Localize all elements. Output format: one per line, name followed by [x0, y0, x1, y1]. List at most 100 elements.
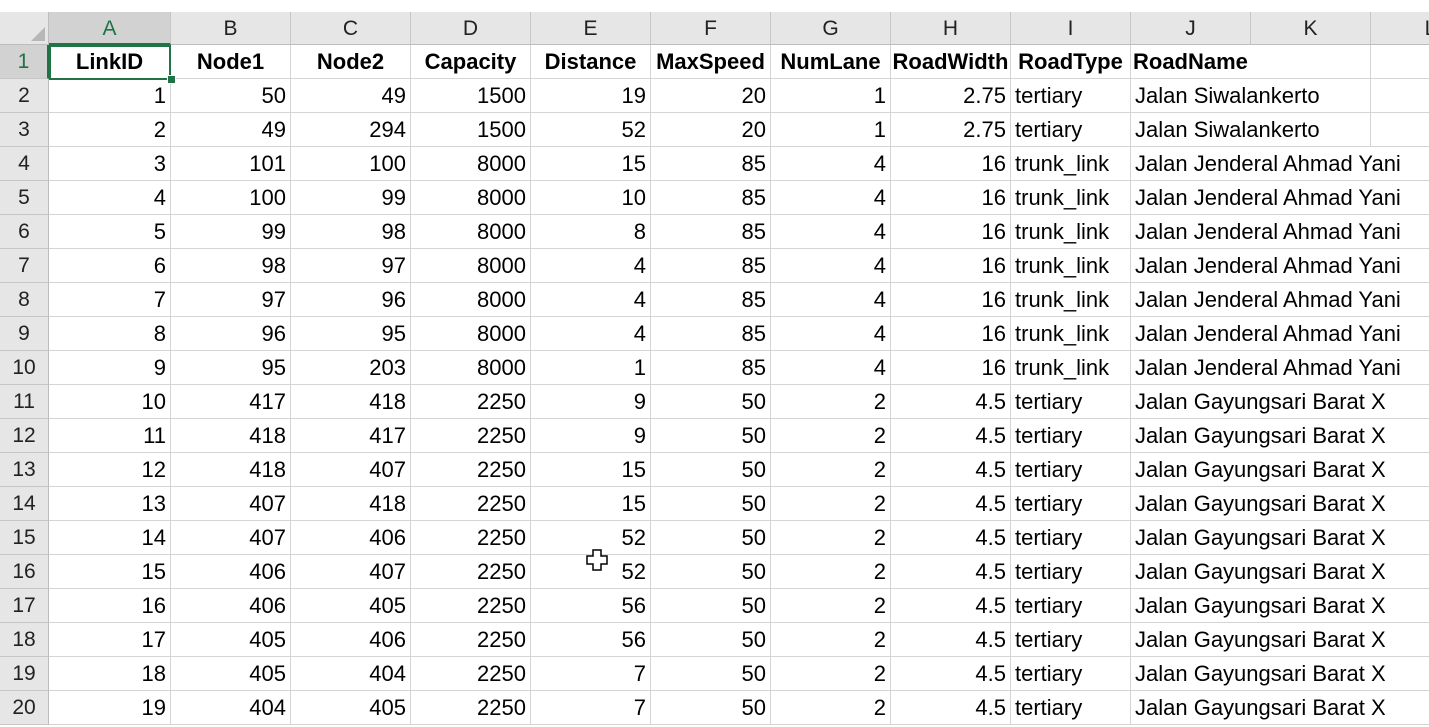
data-cell[interactable]: 5 — [49, 215, 171, 249]
data-cell[interactable]: 85 — [651, 283, 771, 317]
empty-cell[interactable] — [1251, 351, 1371, 385]
data-cell[interactable]: 418 — [171, 453, 291, 487]
data-cell[interactable]: 1 — [49, 79, 171, 113]
data-cell[interactable]: 405 — [291, 589, 411, 623]
data-cell[interactable]: 13 — [49, 487, 171, 521]
row-header-11[interactable]: 11 — [0, 385, 49, 419]
data-cell[interactable]: 2 — [771, 589, 891, 623]
data-cell[interactable]: 16 — [891, 249, 1011, 283]
data-cell[interactable]: 4.5 — [891, 589, 1011, 623]
data-cell[interactable]: 50 — [651, 453, 771, 487]
empty-cell[interactable] — [1371, 181, 1429, 215]
data-cell[interactable]: 9 — [531, 419, 651, 453]
data-cell[interactable]: 16 — [891, 351, 1011, 385]
data-cell[interactable]: Jalan Gayungsari Barat X — [1131, 657, 1386, 691]
data-cell[interactable]: 49 — [291, 79, 411, 113]
data-cell[interactable]: 95 — [291, 317, 411, 351]
data-cell[interactable]: tertiary — [1011, 419, 1131, 453]
data-cell[interactable]: 203 — [291, 351, 411, 385]
data-cell[interactable]: Jalan Jenderal Ahmad Yani — [1131, 317, 1401, 351]
data-cell[interactable]: tertiary — [1011, 657, 1131, 691]
empty-cell[interactable] — [1251, 79, 1371, 113]
data-cell[interactable]: 407 — [291, 555, 411, 589]
row-header-8[interactable]: 8 — [0, 283, 49, 317]
data-cell[interactable]: 16 — [49, 589, 171, 623]
data-cell[interactable]: tertiary — [1011, 453, 1131, 487]
data-cell[interactable]: 2 — [771, 555, 891, 589]
data-cell[interactable]: 2250 — [411, 623, 531, 657]
data-cell[interactable]: 19 — [49, 691, 171, 725]
data-cell[interactable]: 52 — [531, 521, 651, 555]
data-cell[interactable]: trunk_link — [1011, 283, 1131, 317]
empty-cell[interactable] — [1251, 691, 1371, 725]
data-cell[interactable]: 4.5 — [891, 623, 1011, 657]
data-cell[interactable]: 2250 — [411, 385, 531, 419]
data-cell[interactable]: Jalan Gayungsari Barat X — [1131, 385, 1386, 419]
data-cell[interactable]: 4 — [771, 181, 891, 215]
data-cell[interactable]: 2 — [771, 453, 891, 487]
empty-cell[interactable] — [1251, 657, 1371, 691]
data-cell[interactable]: 101 — [171, 147, 291, 181]
data-cell[interactable]: 85 — [651, 215, 771, 249]
data-cell[interactable]: 8000 — [411, 215, 531, 249]
data-cell[interactable]: 405 — [291, 691, 411, 725]
data-cell[interactable]: Jalan Gayungsari Barat X — [1131, 419, 1386, 453]
data-cell[interactable]: 99 — [291, 181, 411, 215]
column-header-b[interactable]: B — [171, 12, 291, 45]
data-cell[interactable]: 52 — [531, 113, 651, 147]
column-header-k[interactable]: K — [1251, 12, 1371, 45]
data-cell[interactable]: Jalan Jenderal Ahmad Yani — [1131, 215, 1401, 249]
data-cell[interactable]: 50 — [651, 487, 771, 521]
data-cell[interactable]: 2 — [771, 657, 891, 691]
data-cell[interactable]: 16 — [891, 317, 1011, 351]
data-cell[interactable]: 4 — [49, 181, 171, 215]
empty-cell[interactable] — [1371, 623, 1429, 657]
data-cell[interactable]: 96 — [291, 283, 411, 317]
data-cell[interactable]: trunk_link — [1011, 249, 1131, 283]
data-cell[interactable]: 16 — [891, 147, 1011, 181]
empty-cell[interactable] — [1251, 249, 1371, 283]
empty-cell[interactable] — [1251, 215, 1371, 249]
row-header-13[interactable]: 13 — [0, 453, 49, 487]
row-header-17[interactable]: 17 — [0, 589, 49, 623]
data-cell[interactable]: 1 — [771, 113, 891, 147]
data-cell[interactable]: tertiary — [1011, 113, 1131, 147]
data-cell[interactable]: 4.5 — [891, 521, 1011, 555]
data-cell[interactable]: trunk_link — [1011, 215, 1131, 249]
data-cell[interactable]: 8000 — [411, 283, 531, 317]
data-cell[interactable]: 418 — [291, 385, 411, 419]
data-cell[interactable]: Jalan Jenderal Ahmad Yani — [1131, 249, 1401, 283]
data-cell[interactable]: 2250 — [411, 521, 531, 555]
data-cell[interactable]: 7 — [531, 657, 651, 691]
empty-cell[interactable] — [1251, 385, 1371, 419]
data-cell[interactable]: 2250 — [411, 419, 531, 453]
empty-cell[interactable] — [1371, 555, 1429, 589]
data-cell[interactable]: 10 — [49, 385, 171, 419]
data-cell[interactable]: 9 — [531, 385, 651, 419]
row-header-16[interactable]: 16 — [0, 555, 49, 589]
data-cell[interactable]: 50 — [651, 657, 771, 691]
data-cell[interactable]: 97 — [291, 249, 411, 283]
data-cell[interactable]: tertiary — [1011, 521, 1131, 555]
data-cell[interactable]: 15 — [49, 555, 171, 589]
column-header-d[interactable]: D — [411, 12, 531, 45]
empty-cell[interactable] — [1251, 521, 1371, 555]
data-cell[interactable]: 2250 — [411, 589, 531, 623]
row-header-7[interactable]: 7 — [0, 249, 49, 283]
column-header-f[interactable]: F — [651, 12, 771, 45]
data-cell[interactable]: 85 — [651, 249, 771, 283]
data-cell[interactable]: 99 — [171, 215, 291, 249]
empty-cell[interactable] — [1371, 317, 1429, 351]
data-cell[interactable]: 2 — [771, 623, 891, 657]
data-cell[interactable]: 2250 — [411, 555, 531, 589]
data-cell[interactable]: 4.5 — [891, 385, 1011, 419]
header-cell-roadname[interactable]: RoadName — [1131, 45, 1251, 79]
data-cell[interactable]: 98 — [171, 249, 291, 283]
data-cell[interactable]: 50 — [171, 79, 291, 113]
data-cell[interactable]: tertiary — [1011, 589, 1131, 623]
data-cell[interactable]: Jalan Gayungsari Barat X — [1131, 487, 1386, 521]
data-cell[interactable]: 50 — [651, 691, 771, 725]
column-header-a[interactable]: A — [49, 12, 171, 45]
data-cell[interactable]: 50 — [651, 521, 771, 555]
